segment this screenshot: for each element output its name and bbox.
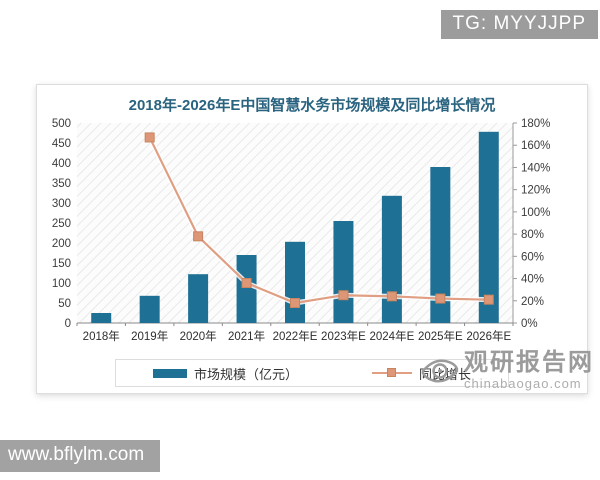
tg-badge: TG: MYYJJPP	[440, 10, 598, 39]
line-marker	[338, 290, 349, 301]
bar	[236, 255, 257, 323]
right-axis-tick-label: 40%	[521, 274, 544, 286]
left-axis-tick-label: 200	[52, 238, 71, 250]
right-axis-tick-label: 0%	[521, 318, 538, 330]
right-axis-tick-label: 100%	[521, 207, 550, 219]
bar	[478, 131, 499, 323]
bar	[381, 195, 402, 323]
chart-title: 2018年-2026年E中国智慧水务市场规模及同比增长情况	[128, 97, 496, 114]
watermark-name: 观研报告网	[464, 349, 594, 376]
left-axis-tick-label: 400	[52, 158, 71, 170]
right-axis-tick-label: 120%	[521, 185, 550, 197]
x-axis-category-label: 2023年E	[321, 329, 366, 343]
x-axis-category-label: 2020年	[180, 329, 217, 343]
line-marker	[483, 294, 494, 305]
line-marker	[290, 298, 300, 308]
line-marker	[144, 132, 155, 143]
left-axis-tick-label: 50	[58, 298, 71, 310]
line-marker	[435, 293, 446, 304]
site-url-badge: www.bflylm.com	[0, 440, 161, 472]
x-axis-category-label: 2018年	[83, 329, 120, 343]
bar	[188, 274, 209, 323]
x-axis-category-label: 2025年E	[418, 329, 463, 343]
right-axis-tick-label: 160%	[521, 140, 550, 152]
left-axis-tick-label: 500	[52, 118, 71, 130]
x-axis-category-label: 2022年E	[273, 329, 318, 343]
right-axis-tick-label: 20%	[521, 296, 544, 308]
left-axis-tick-label: 250	[52, 218, 71, 230]
eye-logo-icon	[421, 358, 459, 383]
x-axis-category-label: 2024年E	[370, 329, 415, 343]
left-axis-tick-label: 300	[52, 198, 71, 210]
x-axis-category-label: 2019年	[131, 329, 168, 343]
bar-series-swatch	[152, 368, 187, 378]
plot-area: 0 50 100 150 200 250 300 350 400 450 500 0% 20% 40% 60…	[37, 117, 589, 359]
bar	[91, 313, 112, 323]
left-axis-tick-label: 150	[52, 258, 71, 270]
line-marker	[193, 231, 204, 242]
chart-plot: 0 50 100 150 200 250 300 350 400 450 500 0% 20% 40% 60…	[52, 118, 551, 343]
x-axis-category-label: 2026年E	[466, 329, 511, 343]
line-marker	[386, 291, 397, 302]
left-axis-tick-label: 450	[52, 138, 71, 150]
right-axis-tick-label: 140%	[521, 162, 550, 174]
legend-label-market-size: 市场规模（亿元）	[193, 366, 298, 382]
left-axis-tick-label: 350	[52, 178, 71, 190]
chart-card: 2018年-2026年E中国智慧水务市场规模及同比增长情况 0 50 100 150 2…	[36, 84, 588, 394]
watermark-domain: chinabaogao.com	[464, 376, 582, 391]
line-series-swatch	[371, 368, 412, 378]
right-axis-tick-label: 180%	[521, 118, 550, 130]
left-axis-tick-label: 100	[52, 278, 71, 290]
bar	[139, 295, 160, 323]
legend-item-market-size: 市场规模（亿元）	[152, 364, 298, 383]
left-axis-tick-label: 0	[65, 318, 71, 330]
bar	[430, 167, 451, 323]
growth-line	[148, 136, 489, 305]
watermark: 观研报告网 chinabaogao.com	[421, 351, 594, 390]
right-axis-tick-label: 80%	[521, 229, 544, 241]
x-axis-category-label: 2021年	[228, 329, 265, 343]
bar	[333, 221, 354, 323]
line-marker	[241, 278, 252, 288]
bar	[285, 241, 305, 323]
right-axis-tick-label: 60%	[521, 251, 544, 263]
